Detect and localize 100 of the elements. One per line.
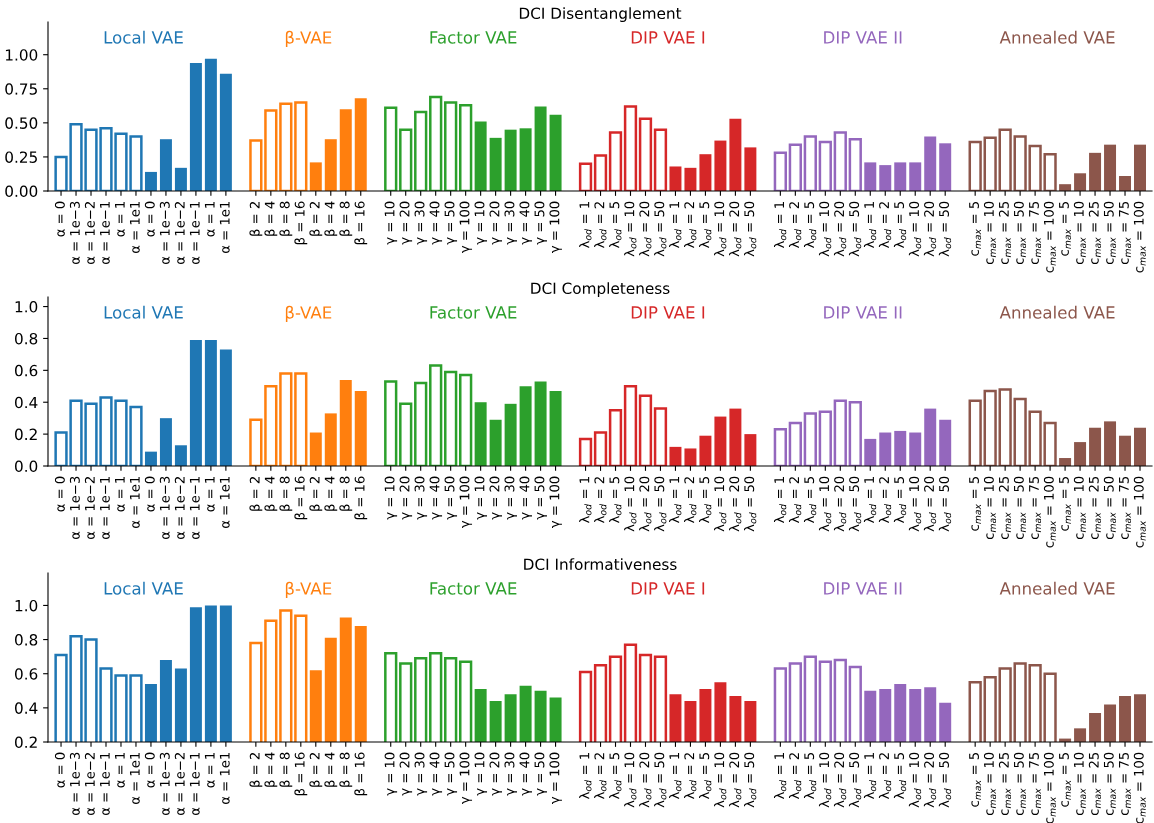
- x-tick-label: λ$_{od}$ = 20: [729, 476, 742, 532]
- x-tick-label: λ$_{od}$ = 5: [803, 201, 817, 249]
- x-tick-label: γ = 40: [519, 201, 532, 245]
- bar: [623, 385, 638, 466]
- x-tick-label: β = 4: [264, 752, 278, 787]
- x-tick-label: c$_{max}$ = 100: [1043, 752, 1056, 823]
- bar: [534, 381, 547, 466]
- x-tick-label: λ$_{od}$ = 50: [744, 752, 757, 808]
- bar: [504, 129, 517, 191]
- x-tick-label: β = 4: [264, 201, 278, 236]
- x-tick-label: α = 1e−1: [100, 201, 110, 265]
- bar: [354, 98, 367, 191]
- x-tick-label: β = 4: [324, 476, 338, 511]
- annotation: DIP VAE I: [631, 306, 705, 319]
- x-tick-label: c$_{max}$ = 25: [1088, 201, 1101, 265]
- x-tick-label: β = 2: [249, 477, 263, 511]
- annotation: Local VAE: [104, 30, 183, 44]
- x-tick-label: c$_{max}$ = 25: [998, 752, 1011, 816]
- x-tick-label: γ = 50: [444, 476, 458, 520]
- x-tick-label: λ$_{od}$ = 10: [714, 476, 727, 532]
- x-tick-label: c$_{max}$ = 25: [998, 476, 1011, 540]
- x-tick-label: c$_{max}$ = 10: [1073, 476, 1086, 540]
- x-tick-label: α = 1e−2: [84, 202, 95, 265]
- annotation: Factor VAE: [430, 582, 517, 595]
- bar: [549, 391, 562, 466]
- x-tick-label: β = 2: [309, 477, 323, 511]
- y-tick-label: 0.2: [14, 736, 37, 749]
- bar: [593, 154, 608, 191]
- bar: [219, 349, 232, 466]
- bar: [909, 162, 922, 191]
- x-tick-label: c$_{max}$ = 50: [1013, 476, 1026, 540]
- bar: [189, 62, 202, 191]
- x-tick-label: β = 8: [279, 752, 293, 787]
- x-tick-label: c$_{max}$ = 10: [1073, 752, 1086, 816]
- x-tick-label: β = 16: [354, 476, 368, 520]
- chart-title: DCI Disentanglement: [519, 7, 682, 22]
- x-tick-label: γ = 40: [519, 752, 532, 796]
- x-tick-label: c$_{max}$ = 75: [1029, 752, 1042, 816]
- x-tick-label: c$_{max}$ = 10: [1073, 201, 1086, 265]
- x-tick-label: α = 1e−2: [174, 202, 185, 265]
- x-tick-label: γ = 50: [534, 476, 547, 520]
- x-tick-label: α = 1e1: [219, 752, 230, 805]
- x-tick-label: γ = 40: [429, 752, 443, 796]
- x-tick-label: α = 0: [144, 752, 155, 788]
- bar: [894, 162, 907, 191]
- x-tick-label: λ$_{od}$ = 10: [908, 476, 922, 532]
- bar: [578, 437, 593, 466]
- x-tick-label: γ = 30: [504, 476, 517, 520]
- bar: [459, 103, 473, 191]
- x-tick-label: α = 1e−3: [69, 752, 80, 816]
- x-tick-label: λ$_{od}$ = 1: [863, 753, 877, 800]
- x-tick-label: c$_{max}$ = 100: [1043, 476, 1056, 548]
- bar: [489, 137, 502, 191]
- bar: [638, 394, 653, 466]
- bar: [879, 165, 892, 191]
- x-tick-label: γ = 10: [384, 476, 398, 520]
- x-tick-label: β = 8: [339, 476, 353, 511]
- x-tick-label: λ$_{od}$ = 1: [863, 202, 877, 249]
- x-tick-label: γ = 20: [489, 752, 503, 796]
- bar: [159, 418, 172, 466]
- bar: [608, 131, 623, 191]
- bar: [429, 95, 443, 191]
- bar: [1089, 152, 1102, 191]
- y-tick-label: 0.4: [14, 396, 38, 409]
- x-tick-label: λ$_{od}$ = 5: [609, 752, 622, 800]
- bar: [788, 143, 802, 191]
- bar: [773, 428, 787, 466]
- bar: [444, 101, 458, 191]
- bar: [1074, 442, 1087, 466]
- bar: [399, 128, 413, 191]
- annotation: Annealed VAE: [999, 581, 1115, 595]
- bar: [699, 154, 712, 191]
- x-tick-label: λ$_{od}$ = 2: [878, 753, 892, 800]
- x-tick-label: λ$_{od}$ = 2: [788, 202, 802, 249]
- x-tick-label: α = 1: [204, 752, 215, 788]
- x-tick-label: c$_{max}$ = 25: [998, 201, 1011, 265]
- bar: [459, 373, 473, 466]
- bar: [729, 118, 742, 191]
- x-tick-label: λ$_{od}$ = 50: [654, 201, 667, 257]
- x-tick-label: c$_{max}$ = 5: [969, 476, 982, 531]
- x-tick-label: c$_{max}$ = 5: [1059, 201, 1072, 256]
- x-tick-label: λ$_{od}$ = 1: [669, 202, 682, 249]
- x-tick-label: α = 0: [54, 476, 65, 512]
- bar: [264, 385, 278, 466]
- bar: [294, 101, 308, 191]
- bar: [833, 131, 847, 191]
- x-tick-label: α = 1e1: [219, 201, 230, 254]
- x-tick-label: λ$_{od}$ = 1: [773, 202, 787, 249]
- x-tick-label: β = 4: [324, 752, 338, 787]
- x-tick-label: γ = 100: [459, 476, 473, 528]
- x-tick-label: λ$_{od}$ = 2: [594, 753, 607, 800]
- annotation: β-VAE: [285, 305, 332, 323]
- x-tick-label: λ$_{od}$ = 10: [818, 201, 832, 257]
- x-tick-label: α = 1e1: [219, 476, 230, 529]
- x-tick-label: β = 16: [354, 752, 368, 796]
- bar: [848, 137, 862, 191]
- bar: [444, 370, 458, 466]
- x-tick-label: λ$_{od}$ = 5: [609, 476, 622, 524]
- bar: [489, 419, 502, 466]
- x-tick-label: α = 1: [204, 201, 215, 237]
